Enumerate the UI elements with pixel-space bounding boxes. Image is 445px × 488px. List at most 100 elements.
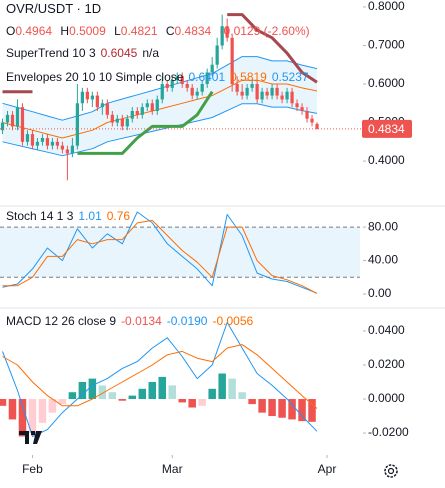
- candle-body: [230, 37, 234, 85]
- histogram-bar: [278, 399, 286, 418]
- candle-body: [275, 87, 279, 96]
- legend-ohlc: O0.4964 H0.5009 L0.4821 C0.4834 -0.0129 …: [6, 24, 315, 38]
- candle-body: [15, 107, 20, 127]
- indicator-name: MACD 12 26 close 9: [6, 314, 117, 328]
- candle-body: [5, 114, 10, 123]
- histogram-bar: [128, 395, 137, 400]
- candle-body: [185, 84, 189, 88]
- legend-envelopes: Envelopes 20 10 10 Simple close 0.6401 0.5…: [6, 70, 314, 84]
- candle-body: [35, 141, 40, 146]
- y-tick-label: 0.0400: [368, 323, 405, 337]
- candle-body: [90, 95, 94, 100]
- candle-body: [150, 103, 154, 111]
- ohlc-value: 0.4821: [120, 24, 158, 38]
- indicator-value: 1.01: [78, 209, 102, 223]
- candle-body: [315, 123, 319, 129]
- histogram-bar: [48, 399, 57, 413]
- histogram-bar: [248, 399, 256, 405]
- settings-gear-core: [387, 467, 395, 475]
- candle-body: [200, 84, 204, 92]
- candle-body: [75, 103, 80, 146]
- histogram-bar: [58, 399, 67, 405]
- indicator-value: 0.5237: [271, 70, 309, 84]
- indicator-value: -0.0134: [121, 314, 162, 328]
- envelope-line: [2, 79, 318, 139]
- settings-gear: [384, 464, 398, 478]
- last-price-tag: [362, 119, 412, 138]
- candle-body: [60, 145, 65, 150]
- ohlc-label: H: [60, 24, 70, 38]
- candle-body: [20, 107, 25, 142]
- histogram-bar: [118, 399, 127, 401]
- y-tick-label: 0.00: [368, 286, 392, 300]
- candle-body: [25, 134, 30, 142]
- histogram-bar: [178, 399, 186, 403]
- candle-body: [120, 118, 124, 127]
- candle-body: [105, 103, 109, 115]
- candle-body: [145, 103, 149, 108]
- y-tick-label: -0.0200: [368, 425, 409, 439]
- histogram-bar: [258, 399, 266, 413]
- x-tick-label: Mar: [162, 462, 183, 476]
- stoch-band: [0, 227, 360, 278]
- histogram-bar: [268, 399, 276, 417]
- candle-body: [30, 134, 35, 146]
- histogram-bar: [68, 392, 77, 400]
- macd-line: [2, 321, 318, 437]
- candle-body: [255, 84, 259, 100]
- candle-body: [210, 64, 214, 73]
- histogram-bar: [138, 388, 147, 400]
- histogram-bar: [238, 392, 246, 400]
- last-price-label: 0.4834: [368, 122, 405, 136]
- symbol-title: OVR/USDT · 1D: [6, 1, 102, 16]
- y-tick-label: 0.8000: [368, 0, 405, 13]
- candle-body: [40, 137, 45, 142]
- envelope-fill: [2, 56, 317, 156]
- histogram-bar: [28, 399, 37, 434]
- indicator-name: Stoch 14 1 3: [6, 209, 74, 223]
- indicator-value: 0.6401: [188, 70, 226, 84]
- candle-body: [170, 80, 174, 88]
- histogram-bar: [298, 399, 306, 422]
- envelope-line: [2, 103, 318, 157]
- x-tick-label: Feb: [22, 462, 43, 476]
- candle-body: [65, 149, 70, 154]
- indicator-name: SuperTrend 10 3: [6, 46, 96, 60]
- ohlc-label: L: [114, 24, 121, 38]
- ohlc-label: C: [165, 24, 175, 38]
- candle-body: [245, 87, 249, 96]
- candle-body: [80, 91, 84, 104]
- candle-body: [220, 26, 224, 46]
- candle-body: [135, 110, 139, 115]
- histogram-bar: [98, 385, 107, 400]
- candle-body: [270, 87, 274, 96]
- candle-body: [310, 118, 314, 123]
- candle-body: [155, 99, 159, 111]
- indicator-value: 0.5819: [230, 70, 267, 84]
- legend-macd: MACD 12 26 close 9 -0.0134 -0.0190 -0.0056: [6, 314, 258, 328]
- tv-logo: [19, 431, 42, 444]
- candle-body: [100, 103, 104, 108]
- stoch-line: [2, 219, 318, 294]
- candle-body: [250, 84, 254, 88]
- candle-body: [45, 137, 50, 146]
- candle-body: [195, 91, 199, 96]
- histogram-bar: [208, 388, 216, 400]
- supertrend-up: [77, 90, 214, 155]
- legend-stoch: Stoch 14 1 3 1.01 0.76: [6, 209, 135, 223]
- candle-body: [125, 118, 129, 127]
- histogram-bar: [88, 378, 97, 400]
- candle-body: [225, 26, 229, 38]
- candle-body: [265, 91, 269, 96]
- histogram-bar: [78, 382, 87, 400]
- envelope-line: [2, 56, 318, 121]
- candle-body: [160, 84, 164, 100]
- candle-body: [85, 91, 89, 100]
- indicator-name: Envelopes 20 10 10 Simple close: [6, 70, 184, 84]
- histogram-bar: [218, 373, 226, 400]
- histogram-bar: [198, 399, 206, 406]
- indicator-value: -0.0056: [212, 314, 254, 328]
- candle-body: [110, 114, 114, 123]
- candle-body: [130, 110, 134, 119]
- histogram-bar: [108, 392, 117, 400]
